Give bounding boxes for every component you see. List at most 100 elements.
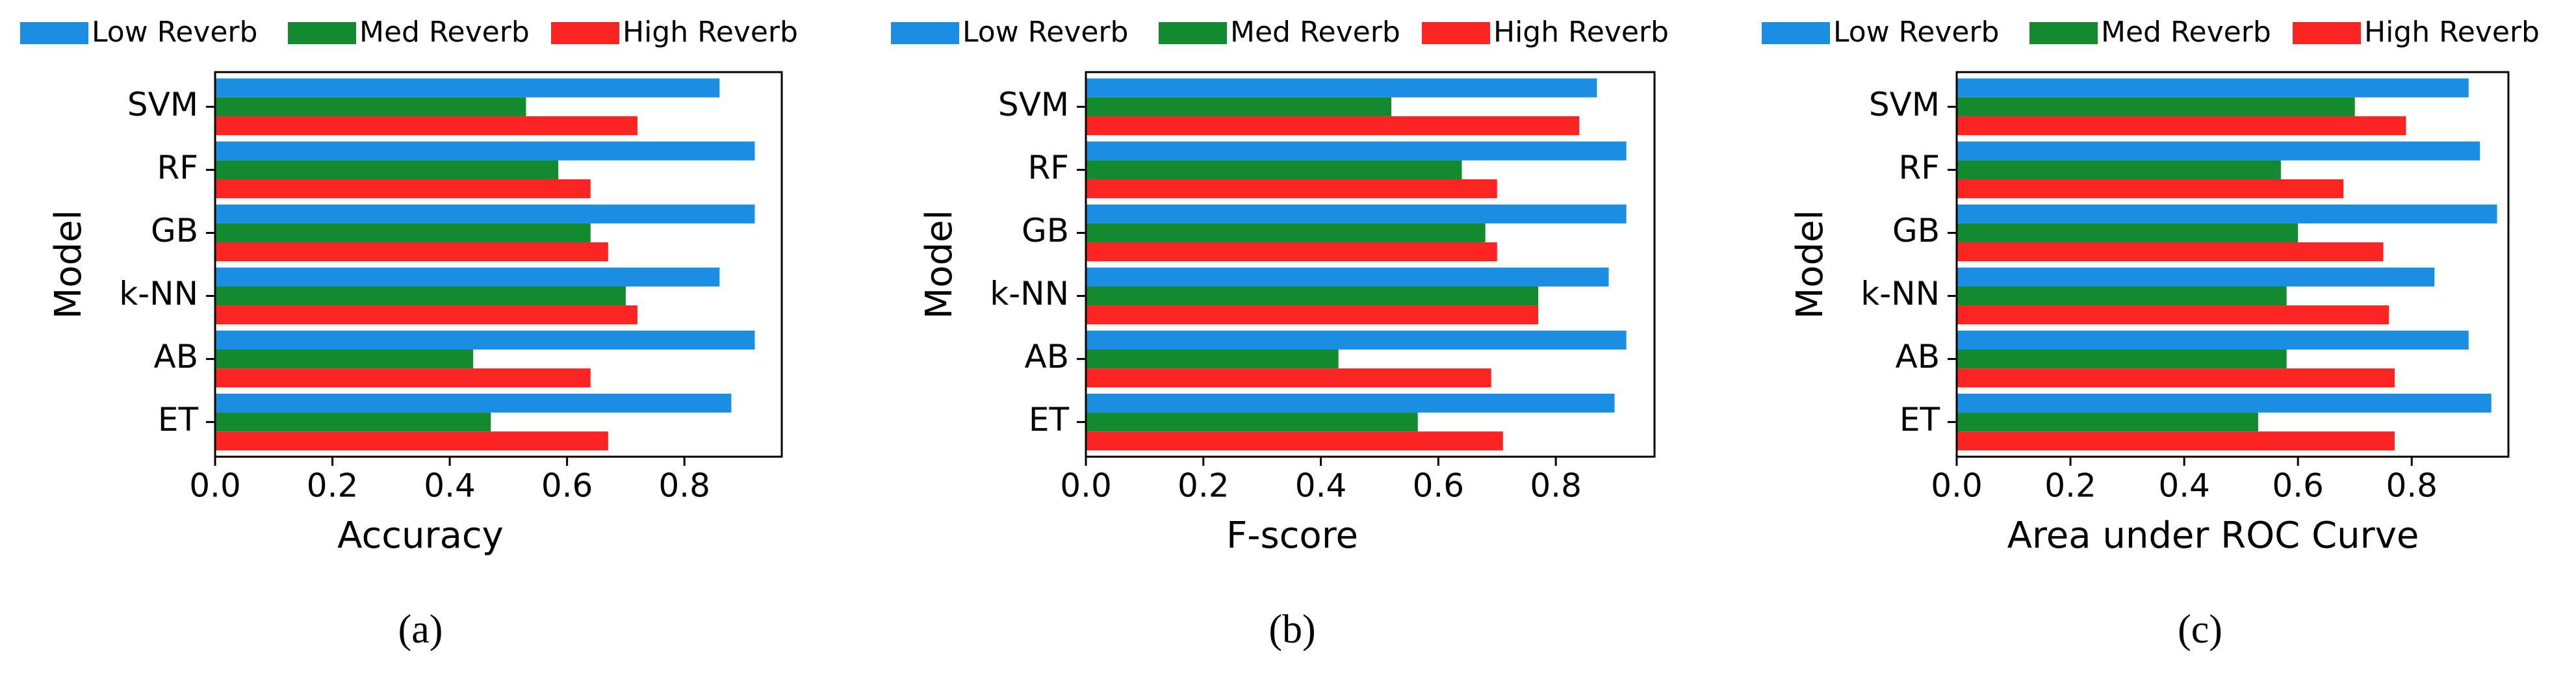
legend-label: Med Reverb	[1230, 16, 1400, 49]
bar	[1957, 413, 2258, 432]
bar	[215, 286, 626, 306]
bar	[1957, 330, 2469, 350]
chart: Low Reverb Med Reverb High Reverb SVM RF GB k-…	[20, 16, 798, 652]
x-tick-label: 0.4	[424, 467, 476, 505]
y-axis-label: Model	[918, 210, 960, 319]
x-tick-label: 0.2	[2044, 467, 2096, 505]
y-tick-label: ET	[1029, 401, 1070, 439]
x-tick-label: 0.6	[1413, 467, 1465, 505]
caption: (a)	[398, 607, 443, 652]
legend-label: Med Reverb	[2101, 16, 2271, 49]
bar	[215, 78, 720, 97]
legend-swatch	[1422, 22, 1490, 44]
bar	[1957, 368, 2395, 388]
bar	[1086, 286, 1539, 306]
bar	[1957, 305, 2389, 325]
bar	[1086, 116, 1580, 136]
y-tick-label: GB	[151, 212, 198, 249]
y-tick-label: RF	[1027, 149, 1069, 186]
legend-label: High Reverb	[2364, 16, 2540, 49]
bar	[215, 413, 491, 432]
bar	[215, 160, 559, 179]
x-tick-label: 0.0	[189, 467, 241, 505]
caption: (c)	[2178, 607, 2222, 652]
legend-swatch	[288, 22, 356, 44]
y-tick-label: GB	[1892, 212, 1940, 249]
chart: Low Reverb Med Reverb High Reverb SVM RF GB k-…	[1762, 16, 2540, 652]
bar	[1086, 160, 1462, 179]
bar	[1086, 305, 1539, 325]
bar	[1086, 242, 1497, 262]
y-tick-label: k-NN	[1861, 275, 1940, 312]
bar	[1957, 116, 2406, 136]
y-tick-label: RF	[157, 149, 198, 186]
bar	[1086, 78, 1597, 97]
bar	[1086, 97, 1392, 116]
legend-label: High Reverb	[1493, 16, 1669, 49]
legend-swatch	[20, 22, 88, 44]
y-tick-label: SVM	[127, 86, 198, 123]
legend-label: Med Reverb	[359, 16, 530, 49]
y-tick-label: ET	[1900, 401, 1940, 439]
bar	[1957, 179, 2344, 199]
plot-frame	[214, 71, 783, 458]
x-tick-label: 0.0	[1060, 467, 1112, 505]
legend-swatch	[2293, 22, 2361, 44]
legend-swatch	[551, 22, 619, 44]
bar	[215, 431, 608, 451]
x-tick-label: 0.4	[1295, 467, 1347, 505]
bar	[1957, 242, 2384, 262]
bar	[1086, 223, 1486, 243]
legend-label: Low Reverb	[962, 16, 1128, 49]
x-tick-label: 0.8	[2386, 467, 2438, 505]
bar	[1086, 431, 1503, 451]
bar	[1086, 141, 1627, 160]
bar	[215, 368, 591, 388]
bar	[1086, 393, 1615, 413]
y-tick-label: AB	[1024, 338, 1069, 376]
y-axis-label: Model	[1789, 210, 1831, 319]
plot-frame	[1955, 71, 2510, 458]
x-tick-label: 0.2	[1178, 467, 1230, 505]
legend-swatch	[2029, 22, 2098, 44]
legend-swatch	[891, 22, 959, 44]
chart: Low Reverb Med Reverb High Reverb SVM RF GB k-…	[891, 16, 1669, 652]
x-tick-label: 0.8	[658, 467, 710, 505]
y-tick-label: AB	[153, 338, 198, 376]
bar	[215, 204, 755, 223]
legend-label: High Reverb	[623, 16, 798, 49]
x-tick-label: 0.4	[2158, 467, 2210, 505]
bar	[1086, 204, 1627, 223]
y-tick-label: ET	[158, 401, 199, 439]
bar	[1957, 223, 2299, 243]
bar	[1086, 179, 1497, 199]
bar	[215, 116, 638, 136]
legend-label: Low Reverb	[1833, 16, 1999, 49]
bar	[1957, 286, 2287, 306]
y-tick-label: k-NN	[119, 275, 198, 312]
bar	[1957, 97, 2355, 116]
x-axis-label: Area under ROC Curve	[2007, 515, 2419, 557]
bar	[1957, 393, 2492, 413]
y-tick-label: SVM	[1869, 86, 1940, 123]
y-tick-label: AB	[1895, 338, 1940, 376]
y-tick-label: RF	[1898, 149, 1940, 186]
bar	[215, 330, 755, 350]
bar	[1086, 267, 1609, 287]
bar	[215, 393, 732, 413]
bar	[1957, 78, 2469, 97]
bar	[215, 305, 638, 325]
plot-frame	[1085, 71, 1656, 458]
bar	[215, 141, 755, 160]
x-tick-label: 0.8	[1530, 467, 1582, 505]
x-tick-label: 0.6	[541, 467, 593, 505]
caption: (b)	[1269, 607, 1315, 652]
x-axis-label: F-score	[1226, 515, 1358, 557]
bar	[1086, 350, 1339, 369]
y-tick-label: k-NN	[990, 275, 1069, 312]
bar	[215, 267, 720, 287]
x-axis-label: Accuracy	[337, 515, 504, 557]
bar	[1086, 413, 1418, 432]
bar	[1957, 160, 2281, 179]
